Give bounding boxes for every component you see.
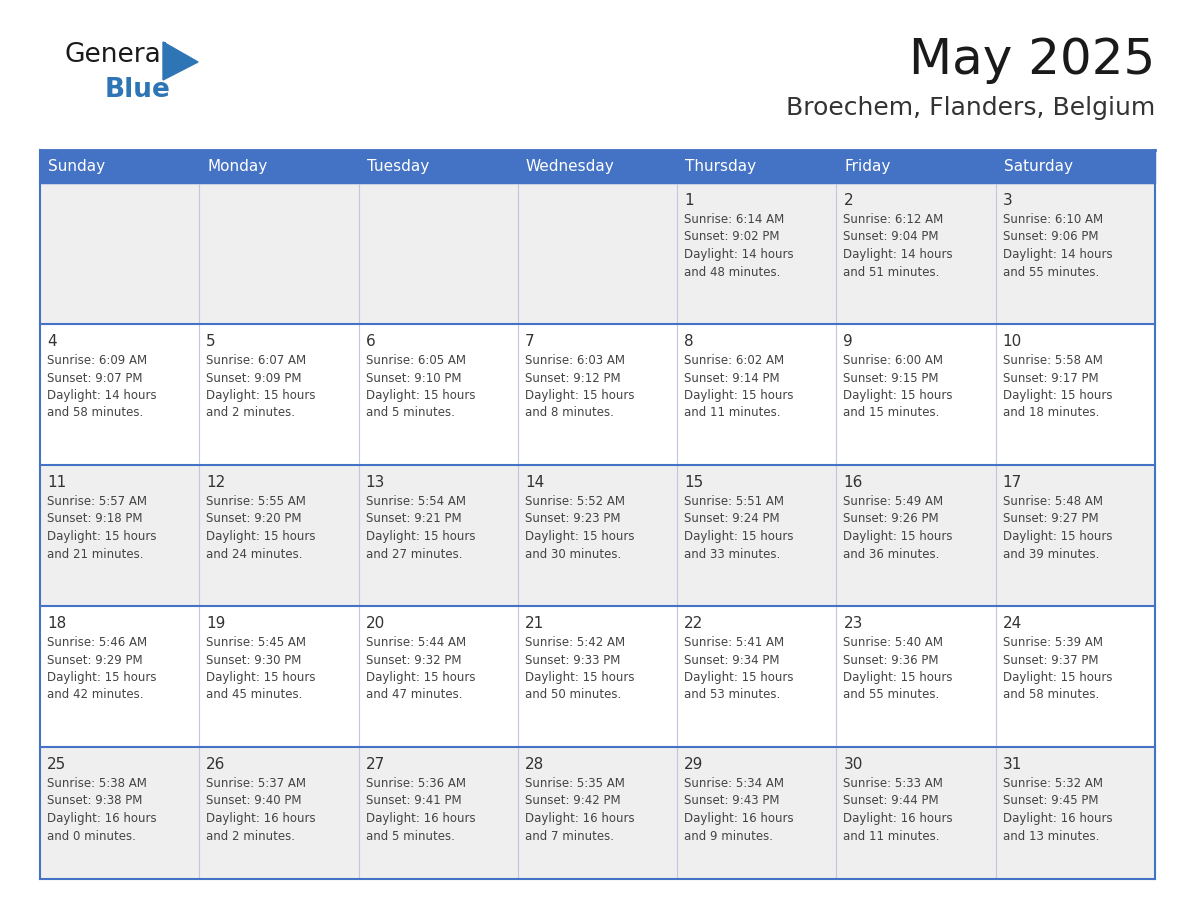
Text: Sunrise: 6:09 AM
Sunset: 9:07 PM
Daylight: 14 hours
and 58 minutes.: Sunrise: 6:09 AM Sunset: 9:07 PM Dayligh… [48, 354, 157, 420]
Text: 7: 7 [525, 334, 535, 349]
Text: 15: 15 [684, 475, 703, 490]
Bar [40, 324, 1155, 465]
Text: Sunrise: 6:12 AM
Sunset: 9:04 PM
Daylight: 14 hours
and 51 minutes.: Sunrise: 6:12 AM Sunset: 9:04 PM Dayligh… [843, 213, 953, 278]
Text: Sunrise: 5:48 AM
Sunset: 9:27 PM
Daylight: 15 hours
and 39 minutes.: Sunrise: 5:48 AM Sunset: 9:27 PM Dayligh… [1003, 495, 1112, 561]
Text: Sunrise: 5:41 AM
Sunset: 9:34 PM
Daylight: 15 hours
and 53 minutes.: Sunrise: 5:41 AM Sunset: 9:34 PM Dayligh… [684, 636, 794, 701]
Text: Friday: Friday [845, 159, 891, 174]
Text: Sunrise: 5:49 AM
Sunset: 9:26 PM
Daylight: 15 hours
and 36 minutes.: Sunrise: 5:49 AM Sunset: 9:26 PM Dayligh… [843, 495, 953, 561]
Text: Blue: Blue [105, 77, 171, 103]
Text: Sunrise: 6:00 AM
Sunset: 9:15 PM
Daylight: 15 hours
and 15 minutes.: Sunrise: 6:00 AM Sunset: 9:15 PM Dayligh… [843, 354, 953, 420]
Text: 27: 27 [366, 757, 385, 772]
Text: Broechem, Flanders, Belgium: Broechem, Flanders, Belgium [785, 96, 1155, 120]
Text: 4: 4 [48, 334, 57, 349]
Bar [40, 465, 1155, 606]
Text: Sunrise: 5:58 AM
Sunset: 9:17 PM
Daylight: 15 hours
and 18 minutes.: Sunrise: 5:58 AM Sunset: 9:17 PM Dayligh… [1003, 354, 1112, 420]
Text: 10: 10 [1003, 334, 1022, 349]
Text: 24: 24 [1003, 616, 1022, 631]
Text: Sunrise: 6:05 AM
Sunset: 9:10 PM
Daylight: 15 hours
and 5 minutes.: Sunrise: 6:05 AM Sunset: 9:10 PM Dayligh… [366, 354, 475, 420]
Text: 6: 6 [366, 334, 375, 349]
Text: Sunrise: 5:51 AM
Sunset: 9:24 PM
Daylight: 15 hours
and 33 minutes.: Sunrise: 5:51 AM Sunset: 9:24 PM Dayligh… [684, 495, 794, 561]
Text: Sunrise: 5:33 AM
Sunset: 9:44 PM
Daylight: 16 hours
and 11 minutes.: Sunrise: 5:33 AM Sunset: 9:44 PM Dayligh… [843, 777, 953, 843]
Text: Monday: Monday [207, 159, 267, 174]
Text: Sunrise: 6:02 AM
Sunset: 9:14 PM
Daylight: 15 hours
and 11 minutes.: Sunrise: 6:02 AM Sunset: 9:14 PM Dayligh… [684, 354, 794, 420]
Bar [40, 183, 1155, 324]
Text: Sunrise: 5:54 AM
Sunset: 9:21 PM
Daylight: 15 hours
and 27 minutes.: Sunrise: 5:54 AM Sunset: 9:21 PM Dayligh… [366, 495, 475, 561]
Text: Sunrise: 5:46 AM
Sunset: 9:29 PM
Daylight: 15 hours
and 42 minutes.: Sunrise: 5:46 AM Sunset: 9:29 PM Dayligh… [48, 636, 157, 701]
Bar [40, 150, 1155, 183]
Text: Sunrise: 6:14 AM
Sunset: 9:02 PM
Daylight: 14 hours
and 48 minutes.: Sunrise: 6:14 AM Sunset: 9:02 PM Dayligh… [684, 213, 794, 278]
Text: 26: 26 [207, 757, 226, 772]
Text: 30: 30 [843, 757, 862, 772]
Text: 14: 14 [525, 475, 544, 490]
Text: Sunrise: 5:55 AM
Sunset: 9:20 PM
Daylight: 15 hours
and 24 minutes.: Sunrise: 5:55 AM Sunset: 9:20 PM Dayligh… [207, 495, 316, 561]
Text: Sunrise: 5:45 AM
Sunset: 9:30 PM
Daylight: 15 hours
and 45 minutes.: Sunrise: 5:45 AM Sunset: 9:30 PM Dayligh… [207, 636, 316, 701]
Text: 3: 3 [1003, 193, 1012, 208]
Text: Sunrise: 6:07 AM
Sunset: 9:09 PM
Daylight: 15 hours
and 2 minutes.: Sunrise: 6:07 AM Sunset: 9:09 PM Dayligh… [207, 354, 316, 420]
Text: 23: 23 [843, 616, 862, 631]
Text: 17: 17 [1003, 475, 1022, 490]
Text: Sunrise: 6:03 AM
Sunset: 9:12 PM
Daylight: 15 hours
and 8 minutes.: Sunrise: 6:03 AM Sunset: 9:12 PM Dayligh… [525, 354, 634, 420]
Text: Sunrise: 5:39 AM
Sunset: 9:37 PM
Daylight: 15 hours
and 58 minutes.: Sunrise: 5:39 AM Sunset: 9:37 PM Dayligh… [1003, 636, 1112, 701]
Text: Sunrise: 5:52 AM
Sunset: 9:23 PM
Daylight: 15 hours
and 30 minutes.: Sunrise: 5:52 AM Sunset: 9:23 PM Dayligh… [525, 495, 634, 561]
Text: Saturday: Saturday [1004, 159, 1073, 174]
Text: Sunrise: 5:32 AM
Sunset: 9:45 PM
Daylight: 16 hours
and 13 minutes.: Sunrise: 5:32 AM Sunset: 9:45 PM Dayligh… [1003, 777, 1112, 843]
Text: Sunrise: 5:40 AM
Sunset: 9:36 PM
Daylight: 15 hours
and 55 minutes.: Sunrise: 5:40 AM Sunset: 9:36 PM Dayligh… [843, 636, 953, 701]
Text: 2: 2 [843, 193, 853, 208]
Text: 18: 18 [48, 616, 67, 631]
Text: Sunrise: 6:10 AM
Sunset: 9:06 PM
Daylight: 14 hours
and 55 minutes.: Sunrise: 6:10 AM Sunset: 9:06 PM Dayligh… [1003, 213, 1112, 278]
Text: 20: 20 [366, 616, 385, 631]
Text: 22: 22 [684, 616, 703, 631]
Text: Wednesday: Wednesday [526, 159, 614, 174]
Text: 21: 21 [525, 616, 544, 631]
Text: Sunrise: 5:44 AM
Sunset: 9:32 PM
Daylight: 15 hours
and 47 minutes.: Sunrise: 5:44 AM Sunset: 9:32 PM Dayligh… [366, 636, 475, 701]
Text: 5: 5 [207, 334, 216, 349]
Text: General: General [65, 42, 169, 68]
Text: 9: 9 [843, 334, 853, 349]
Text: Sunrise: 5:36 AM
Sunset: 9:41 PM
Daylight: 16 hours
and 5 minutes.: Sunrise: 5:36 AM Sunset: 9:41 PM Dayligh… [366, 777, 475, 843]
Text: 19: 19 [207, 616, 226, 631]
Text: Thursday: Thursday [685, 159, 757, 174]
Text: Sunrise: 5:42 AM
Sunset: 9:33 PM
Daylight: 15 hours
and 50 minutes.: Sunrise: 5:42 AM Sunset: 9:33 PM Dayligh… [525, 636, 634, 701]
Text: Sunrise: 5:57 AM
Sunset: 9:18 PM
Daylight: 15 hours
and 21 minutes.: Sunrise: 5:57 AM Sunset: 9:18 PM Dayligh… [48, 495, 157, 561]
Text: Sunrise: 5:38 AM
Sunset: 9:38 PM
Daylight: 16 hours
and 0 minutes.: Sunrise: 5:38 AM Sunset: 9:38 PM Dayligh… [48, 777, 157, 843]
Text: 13: 13 [366, 475, 385, 490]
Text: May 2025: May 2025 [909, 36, 1155, 84]
Bar [40, 606, 1155, 747]
Text: Tuesday: Tuesday [367, 159, 429, 174]
Bar [40, 747, 1155, 879]
Text: 8: 8 [684, 334, 694, 349]
Text: 29: 29 [684, 757, 703, 772]
Text: Sunday: Sunday [48, 159, 105, 174]
Text: Sunrise: 5:34 AM
Sunset: 9:43 PM
Daylight: 16 hours
and 9 minutes.: Sunrise: 5:34 AM Sunset: 9:43 PM Dayligh… [684, 777, 794, 843]
Text: 28: 28 [525, 757, 544, 772]
Text: 16: 16 [843, 475, 862, 490]
Text: 25: 25 [48, 757, 67, 772]
Text: Sunrise: 5:37 AM
Sunset: 9:40 PM
Daylight: 16 hours
and 2 minutes.: Sunrise: 5:37 AM Sunset: 9:40 PM Dayligh… [207, 777, 316, 843]
Text: 11: 11 [48, 475, 67, 490]
Text: 1: 1 [684, 193, 694, 208]
Polygon shape [163, 42, 198, 80]
Text: 12: 12 [207, 475, 226, 490]
Text: Sunrise: 5:35 AM
Sunset: 9:42 PM
Daylight: 16 hours
and 7 minutes.: Sunrise: 5:35 AM Sunset: 9:42 PM Dayligh… [525, 777, 634, 843]
Text: 31: 31 [1003, 757, 1022, 772]
